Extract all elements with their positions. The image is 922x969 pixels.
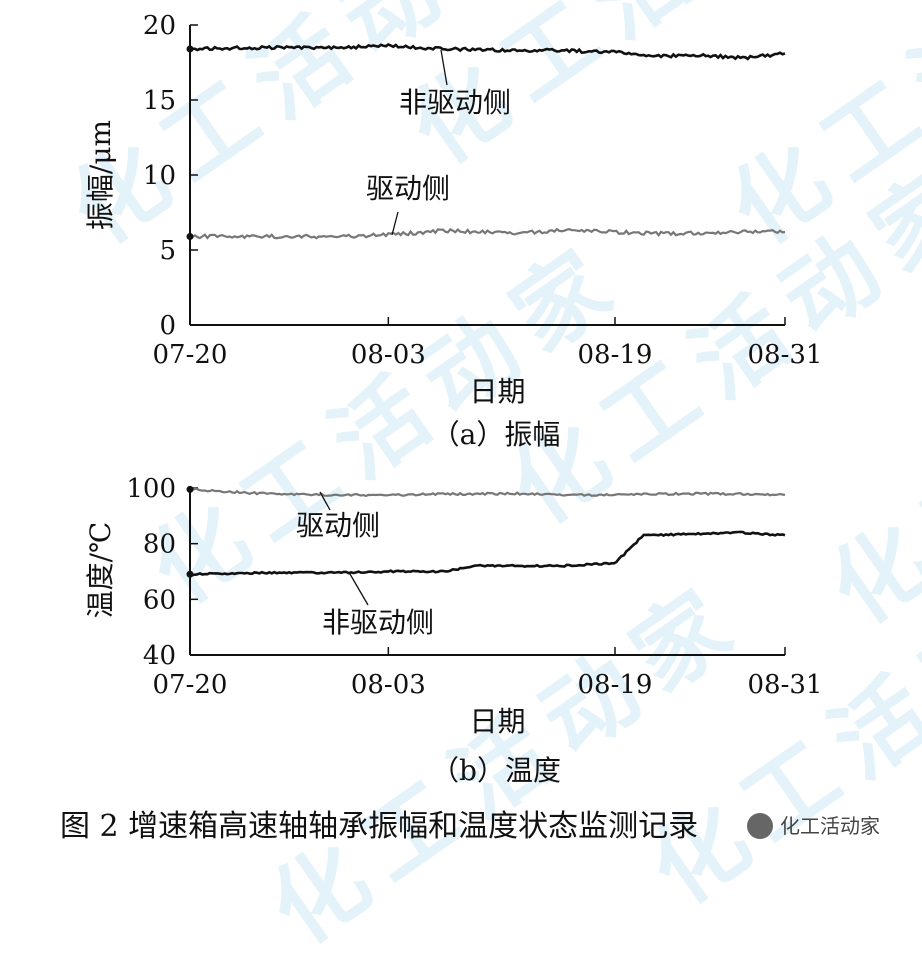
series-label: 非驱动侧 [322, 606, 434, 639]
series-leader-line [440, 49, 448, 86]
series-label: 非驱动侧 [399, 86, 511, 119]
x-tick-label: 07-20 [153, 340, 228, 370]
y-tick-label: 0 [159, 311, 176, 341]
x-tick-label: 08-19 [578, 340, 653, 370]
x-axis-label: 日期 [469, 375, 525, 408]
y-tick-label: 20 [143, 11, 176, 41]
brand-badge: 化工活动家 [747, 813, 880, 839]
y-tick-label: 5 [159, 236, 176, 266]
series-start-point [186, 570, 194, 578]
series-start-point [186, 233, 194, 240]
y-tick-label: 40 [143, 641, 176, 671]
x-tick-label: 08-03 [351, 340, 426, 370]
x-tick-label: 08-31 [748, 340, 823, 370]
x-tick-label: 08-19 [578, 670, 653, 700]
series-start-point [186, 45, 194, 53]
series-leader-line [349, 573, 369, 606]
figure-caption: 图 2 增速箱高速轴轴承振幅和温度状态监测记录 [60, 809, 698, 844]
series-line [189, 487, 786, 498]
y-tick-label: 100 [126, 474, 176, 504]
panel-temperature: 40 60 80 100 07-20 08-03 08-19 08-31 日期 温度/℃ 驱动侧非驱… [84, 474, 822, 738]
y-tick-label: 15 [143, 86, 176, 116]
panel-amplitude: 0 5 10 15 20 07-20 08-03 08-19 08-31 日期 振幅/μm 非驱动侧驱… [84, 11, 822, 408]
series-label: 驱动侧 [366, 172, 450, 205]
brand-logo-icon [747, 813, 773, 839]
series-leader-line [319, 491, 331, 511]
y-tick-label: 10 [143, 161, 176, 191]
y-axis-label: 温度/℃ [84, 522, 117, 619]
brand-badge-text: 化工活动家 [780, 814, 880, 838]
x-axis-label: 日期 [469, 705, 525, 738]
series-start-point [186, 485, 194, 493]
y-tick-label: 80 [143, 530, 176, 560]
x-tick-label: 08-31 [748, 670, 823, 700]
x-tick-label: 07-20 [153, 670, 228, 700]
series-line [189, 227, 786, 240]
y-axis-label: 振幅/μm [84, 120, 117, 230]
x-tick-label: 08-03 [351, 670, 426, 700]
series-leader-line [391, 211, 399, 236]
y-tick-label: 60 [143, 585, 176, 615]
series-line [189, 530, 786, 577]
panel-caption-a: （a）振幅 [432, 418, 561, 451]
panel-caption-b: （b）温度 [431, 754, 561, 787]
series-line [189, 43, 786, 61]
series-label: 驱动侧 [296, 509, 380, 542]
